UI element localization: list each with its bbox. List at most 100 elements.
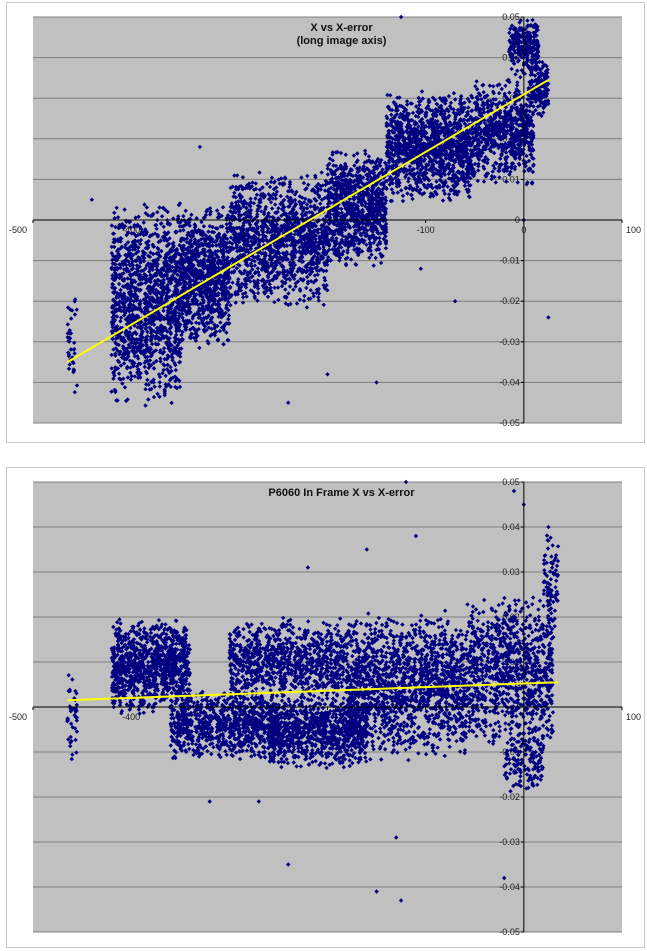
data-point <box>65 335 70 340</box>
data-point <box>120 381 125 386</box>
data-point <box>145 304 150 310</box>
data-point <box>160 371 165 376</box>
data-point <box>161 349 167 355</box>
data-point <box>166 269 171 274</box>
data-point <box>125 246 130 251</box>
data-point <box>178 354 183 359</box>
data-point <box>146 382 151 387</box>
data-point <box>137 272 143 277</box>
data-point <box>174 332 179 338</box>
data-point <box>157 394 162 399</box>
data-point <box>113 346 119 351</box>
data-point <box>212 298 217 303</box>
data-point <box>141 259 147 264</box>
data-point <box>151 211 156 217</box>
data-point <box>113 365 118 370</box>
data-point <box>165 290 170 295</box>
data-point <box>71 360 76 366</box>
data-point <box>148 262 154 267</box>
data-point <box>110 337 116 342</box>
data-point <box>113 340 118 345</box>
data-point <box>109 366 114 371</box>
data-point <box>144 349 149 354</box>
data-point <box>165 251 170 256</box>
data-point <box>147 345 153 351</box>
data-point <box>130 244 136 250</box>
data-point <box>157 380 162 385</box>
data-point <box>161 362 166 367</box>
data-point <box>155 300 161 305</box>
data-point <box>155 210 160 215</box>
data-point <box>191 291 196 296</box>
data-point <box>154 251 159 256</box>
data-point <box>215 293 221 298</box>
data-point <box>66 352 72 357</box>
data-point <box>121 335 126 340</box>
data-point <box>205 207 210 213</box>
y-tick-label: -0.05 <box>499 418 520 428</box>
data-point <box>124 398 129 404</box>
data-point <box>112 216 117 221</box>
data-point <box>113 303 118 308</box>
data-point <box>144 338 149 343</box>
data-point <box>112 277 118 283</box>
data-point <box>128 370 133 375</box>
data-point <box>173 384 178 390</box>
y-tick-label: 0.03 <box>502 93 520 103</box>
data-point <box>134 263 140 268</box>
data-point <box>164 367 170 372</box>
data-point <box>112 318 117 323</box>
data-point <box>193 246 198 252</box>
data-point <box>165 362 170 368</box>
data-point <box>204 209 209 214</box>
data-point <box>123 317 129 322</box>
data-point <box>131 341 136 346</box>
data-point <box>170 358 175 363</box>
data-point <box>147 269 152 274</box>
data-point <box>136 249 141 254</box>
data-point <box>215 302 220 307</box>
data-point <box>158 356 163 361</box>
data-point <box>135 273 141 278</box>
data-point <box>175 300 180 305</box>
data-point <box>214 306 220 312</box>
data-point <box>129 373 134 379</box>
data-point <box>173 338 178 344</box>
data-point <box>138 307 144 312</box>
data-point <box>206 325 212 330</box>
data-point <box>153 222 159 228</box>
data-point <box>220 205 226 210</box>
data-point <box>151 360 156 366</box>
data-point <box>174 246 180 252</box>
data-point <box>208 317 214 322</box>
data-point <box>120 277 125 283</box>
data-point <box>214 285 220 290</box>
y-tick-label: -0.02 <box>499 296 520 306</box>
data-point <box>156 290 161 295</box>
data-point <box>111 369 116 375</box>
data-point <box>110 261 115 266</box>
data-point <box>177 350 182 355</box>
data-point <box>116 307 121 312</box>
data-point <box>121 376 126 381</box>
data-point <box>151 283 157 289</box>
data-point <box>185 232 190 238</box>
data-point <box>130 239 135 245</box>
data-point <box>118 265 123 271</box>
data-point <box>128 251 133 256</box>
data-point <box>129 318 134 323</box>
data-point <box>184 236 190 241</box>
data-point <box>178 228 183 233</box>
data-point <box>72 351 77 356</box>
data-point <box>141 232 146 238</box>
data-point <box>194 276 199 281</box>
data-point <box>151 394 157 400</box>
data-point <box>145 377 150 383</box>
data-point <box>73 297 78 302</box>
data-point <box>176 311 182 316</box>
data-point <box>148 213 154 219</box>
data-point <box>72 299 77 304</box>
data-point <box>133 242 138 247</box>
data-point <box>145 334 150 339</box>
data-point <box>121 225 126 231</box>
